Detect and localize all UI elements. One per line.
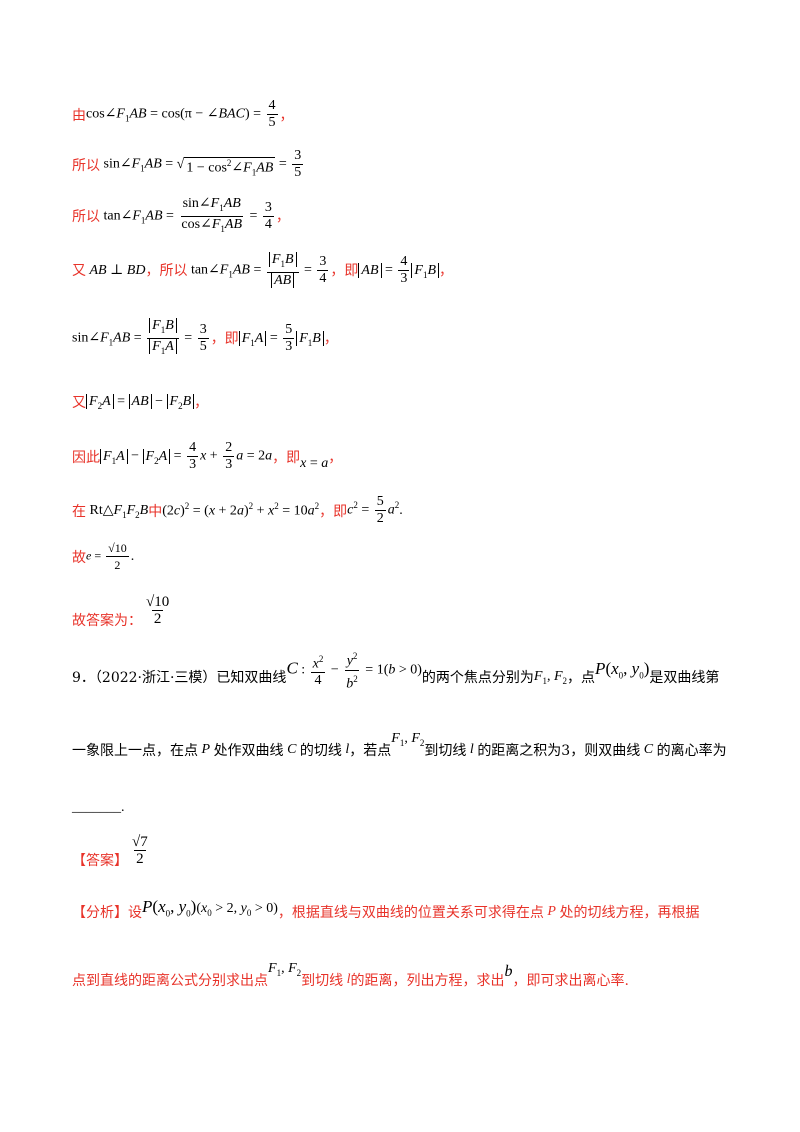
answer-line: 【答案】 √7 2	[72, 830, 152, 870]
var-l-2: l	[466, 742, 478, 757]
question-9-text-2e: 到切线	[424, 743, 467, 759]
text-you: 又	[72, 395, 86, 411]
formula-pythag: (2c)2 = (x + 2a)2 + x2 = 10a2	[162, 501, 320, 519]
solution-line-6: 又 F2A = AB − F2B ，	[72, 392, 208, 412]
text-period: .	[130, 548, 135, 564]
text-comma: ，	[275, 209, 290, 226]
var-b: b	[504, 963, 513, 980]
solution-line-8: 在 Rt△F1F2B 中 (2c)2 = (x + 2a)2 + x2 = 10…	[72, 494, 403, 527]
text-ji: ，即	[319, 503, 348, 520]
text-you: 又	[72, 263, 86, 280]
text-comma: ，	[328, 449, 343, 466]
analysis-text-4: 点到直线的距离公式分别求出点	[72, 973, 268, 989]
formula-f1a: F1A = 5 3 F1B	[238, 322, 324, 355]
analysis-text-1: 设	[128, 905, 142, 921]
analysis-text-7: ，即可求出离心率.	[512, 973, 629, 989]
formula-foci-2: F1, F2	[391, 730, 425, 748]
formula-perp: AB ⊥ BD	[89, 262, 146, 278]
analysis-text-3: 处的切线方程，再根据	[559, 905, 700, 921]
text-ji: ，即	[210, 331, 239, 348]
formula-ab: AB = 4 3 F1B	[358, 254, 440, 287]
text-suoyi: ，所以	[145, 263, 188, 280]
answer-label: 【答案】	[72, 853, 128, 869]
formula-foci-3: F1, F2	[268, 960, 302, 978]
text-yinci: 因此	[72, 449, 100, 466]
question-9-text-2g: 的离心率为	[656, 743, 727, 759]
var-c: C	[283, 742, 300, 757]
question-9-source: 9．（2022·浙江·三模）已知双曲线	[72, 670, 287, 687]
analysis-line-1: 【分析】 设 P(x0, y0)(x0 > 2, y0 > 0) ，根据直线与双…	[72, 897, 700, 922]
text-zhong: 中	[148, 503, 163, 520]
text-comma: ，	[323, 331, 338, 348]
analysis-label: 【分析】	[72, 905, 128, 921]
text-period: .	[399, 502, 403, 518]
analysis-text-2: ，根据直线与双曲线的位置关系可求得在点	[277, 905, 544, 921]
text-ji: ，即	[330, 263, 359, 280]
text-comma: ，	[279, 107, 294, 124]
text-comma: ，	[194, 395, 209, 411]
question-9-text-b: 的两个焦点分别为	[421, 670, 534, 687]
text-ji: ，即	[272, 449, 301, 466]
formula-triangle: Rt△F1F2B	[86, 502, 149, 520]
formula-c2: c2 = 5 2 a2	[347, 494, 400, 526]
formula-answer: √10 2	[146, 593, 170, 627]
formula-x: x = a	[300, 455, 329, 471]
text-suoyi: 所以	[72, 209, 100, 226]
question-9-text-2d: ，若点	[349, 743, 392, 759]
text-answer-is: 故答案为：	[72, 613, 142, 629]
formula-f2a: F2A = AB − F2B	[86, 393, 195, 410]
var-p-3: P	[543, 904, 560, 919]
question-9-text-c: ，点	[567, 670, 596, 687]
var-c-2: C	[640, 742, 657, 757]
analysis-text-5: 到切线	[301, 973, 344, 989]
formula-p-condition: P(x0, y0)(x0 > 2, y0 > 0)	[142, 897, 278, 919]
question-9-text-2c: 的切线	[299, 743, 342, 759]
formula-point-p: P(x0, y0)	[595, 659, 650, 681]
formula-e: e = √10 2	[86, 541, 129, 572]
question-9-line-1: 9．（2022·浙江·三模）已知双曲线 C : x2 4 − y2 b2 = 1(b…	[72, 651, 720, 692]
answer-value: √7 2	[132, 833, 148, 867]
question-9-blank: _______.	[72, 800, 125, 816]
text-suoyi: 所以	[72, 157, 100, 174]
question-9-text-2a: 一象限上一点，在点	[72, 743, 198, 759]
analysis-line-2: 点到直线的距离公式分别求出点 F1, F2 到切线 l 的距离，列出方程，求出 …	[72, 961, 629, 990]
question-9-line-2: 一象限上一点，在点 P 处作双曲线 C 的切线 l ，若点 F1, F2 到切线…	[72, 731, 727, 760]
formula-hyperbola: C : x2 4 − y2 b2 = 1(b > 0)	[286, 648, 421, 692]
text-you: 由	[72, 107, 86, 124]
var-l-3: l	[343, 972, 351, 987]
text-gu: 故	[72, 549, 86, 566]
question-9-text-d: 是双曲线第	[649, 670, 720, 687]
question-9-text-2b: 处作双曲线	[213, 743, 284, 759]
formula-foci: F1, F2	[533, 668, 568, 686]
var-p: P	[198, 742, 214, 757]
question-9-text-2f: 的距离之积为3，则双曲线	[477, 743, 641, 759]
solution-line-10: 故答案为： √10 2	[72, 590, 173, 630]
analysis-text-6: 的距离，列出方程，求出	[350, 973, 505, 989]
solution-line-9: 故 e = √10 2 .	[72, 540, 134, 573]
var-l: l	[341, 742, 350, 757]
answer-blank: _______.	[72, 800, 125, 815]
text-comma: ，	[439, 263, 454, 280]
text-zai: 在	[72, 503, 86, 520]
